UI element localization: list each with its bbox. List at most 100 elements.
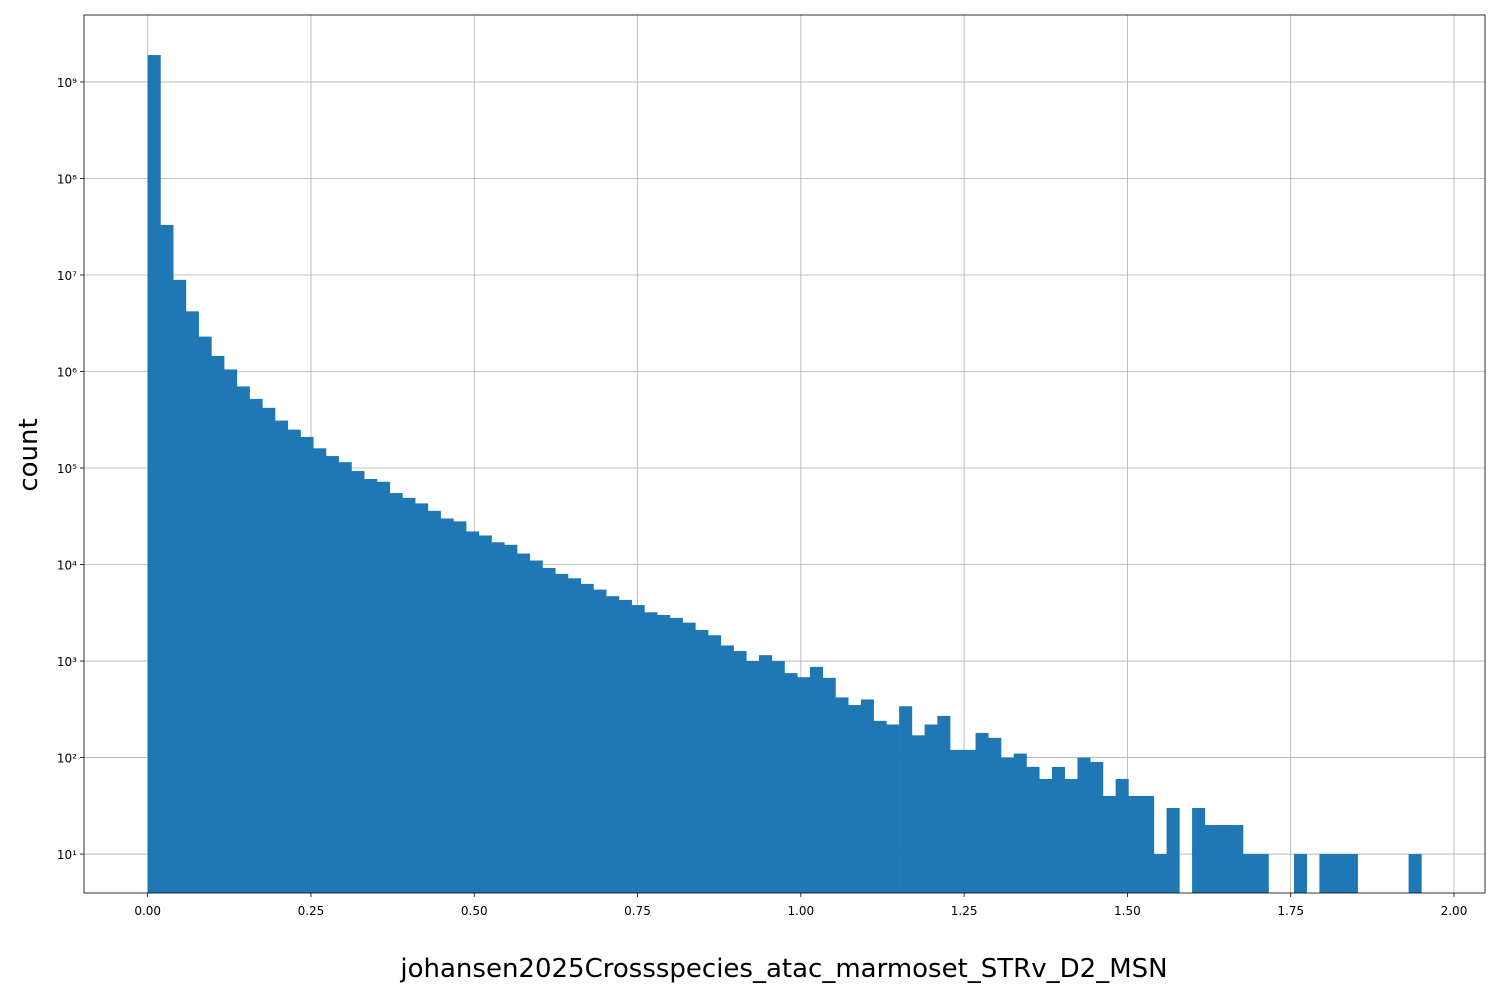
bar [504, 544, 518, 893]
bar [682, 622, 696, 893]
bar [937, 715, 951, 893]
bar [427, 510, 441, 893]
bar [567, 578, 582, 893]
x-tick-label: 0.75 [624, 904, 651, 918]
bar [440, 518, 454, 893]
bar [720, 645, 734, 893]
bar [198, 336, 212, 893]
bar [313, 448, 327, 893]
bar [886, 724, 900, 893]
bar [873, 720, 887, 893]
bar [389, 493, 403, 893]
x-tick-label: 1.00 [787, 904, 814, 918]
bar [631, 605, 645, 893]
bar [160, 224, 174, 893]
y-tick-label: 10² [57, 752, 77, 766]
bar [529, 560, 543, 893]
x-tick-label: 0.00 [134, 904, 161, 918]
bar [797, 677, 811, 893]
y-tick-label: 10⁴ [57, 559, 77, 573]
bar [606, 596, 620, 893]
bar [351, 471, 365, 893]
x-tick-label: 0.25 [298, 904, 325, 918]
bar [402, 497, 416, 893]
y-axis-label: count [14, 418, 44, 491]
bar [1141, 795, 1155, 893]
bar [657, 614, 671, 893]
bar [364, 478, 378, 893]
y-tick-label: 10³ [57, 655, 77, 669]
bar [1255, 854, 1269, 893]
bar [376, 481, 390, 893]
bar [173, 279, 187, 893]
bar [491, 542, 505, 893]
bar [593, 589, 607, 893]
bar [822, 677, 836, 893]
bar [338, 462, 352, 893]
bar [962, 749, 976, 893]
bar [809, 666, 824, 893]
bar [147, 55, 161, 893]
bar [1344, 854, 1358, 893]
bar [759, 655, 773, 893]
bar [1001, 757, 1015, 893]
bar [1077, 757, 1091, 893]
bar [708, 635, 722, 893]
bar [517, 553, 531, 893]
bar [1090, 761, 1104, 893]
bar [262, 407, 276, 893]
plot-frame [83, 14, 1486, 894]
bar [1128, 795, 1142, 893]
bar [275, 420, 289, 893]
bar [325, 456, 340, 893]
bar [453, 521, 467, 893]
bar [950, 749, 964, 893]
x-tick-label: 1.25 [951, 904, 978, 918]
bar [415, 503, 429, 893]
bar [899, 706, 913, 893]
bar [1013, 753, 1027, 893]
x-tick-label: 2.00 [1441, 904, 1468, 918]
y-tick-label: 10⁷ [57, 269, 77, 283]
y-tick-label: 10⁵ [57, 462, 77, 476]
bar [466, 531, 480, 893]
bar [1217, 825, 1231, 893]
bar [924, 724, 938, 893]
bar [1026, 766, 1040, 893]
x-tick-label: 1.50 [1114, 904, 1141, 918]
bars [147, 55, 1422, 893]
bar [287, 429, 301, 893]
bar [1319, 854, 1333, 893]
bar [669, 617, 683, 893]
bar [224, 369, 238, 893]
bar [733, 651, 747, 893]
bar [542, 568, 556, 893]
bar [1064, 778, 1078, 893]
x-tick-label: 0.50 [461, 904, 488, 918]
bar [1166, 808, 1180, 893]
bar [771, 661, 785, 893]
bar [1153, 854, 1167, 893]
bar [975, 732, 989, 893]
bar [835, 697, 849, 893]
y-tick-label: 10⁹ [57, 76, 77, 90]
bar [1243, 854, 1257, 893]
bar [1293, 854, 1307, 893]
bar [1102, 795, 1116, 893]
bar [249, 398, 263, 893]
y-tick-label: 10¹ [57, 848, 77, 862]
bar [555, 573, 569, 893]
bar [988, 737, 1002, 893]
bar [746, 661, 760, 893]
bar [580, 583, 594, 893]
bar [1230, 825, 1244, 893]
bar [211, 355, 225, 893]
bar [644, 612, 658, 893]
bar [848, 705, 862, 893]
bar [695, 629, 709, 893]
bar [1039, 778, 1053, 893]
y-tick-label: 10⁶ [57, 365, 77, 379]
bar [1408, 854, 1422, 893]
bar [236, 386, 250, 893]
